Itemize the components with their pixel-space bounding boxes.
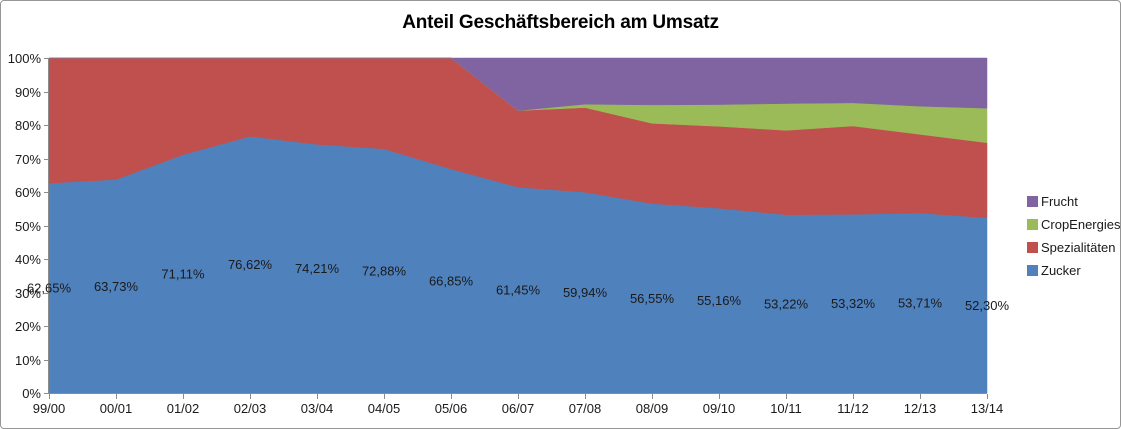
legend-label: CropEnergies: [1041, 217, 1121, 232]
legend-label: Frucht: [1041, 194, 1078, 209]
y-axis-tick-label: 0%: [22, 386, 41, 401]
x-axis-category-label: 00/01: [100, 401, 133, 416]
data-label: 53,71%: [898, 296, 943, 311]
legend: Frucht CropEnergies Spezialitäten Zucker: [1027, 190, 1121, 282]
y-axis-tick-label: 70%: [15, 152, 41, 167]
legend-swatch-icon: [1027, 196, 1038, 207]
x-axis-category-label: 07/08: [569, 401, 602, 416]
data-label: 74,21%: [295, 261, 340, 276]
y-axis-tick-label: 10%: [15, 353, 41, 368]
x-axis-category-label: 11/12: [837, 401, 869, 416]
legend-item-zucker: Zucker: [1027, 259, 1120, 282]
y-axis-tick-label: 20%: [15, 319, 41, 334]
data-label: 62,65%: [27, 281, 72, 296]
data-label: 53,32%: [831, 296, 876, 311]
data-label: 76,62%: [228, 257, 273, 272]
legend-swatch-icon: [1027, 242, 1038, 253]
x-axis-category-label: 01/02: [167, 401, 200, 416]
x-axis-category-label: 08/09: [636, 401, 669, 416]
data-label: 63,73%: [94, 279, 139, 294]
y-axis-tick-label: 50%: [15, 219, 41, 234]
legend-item-spezialit-ten: Spezialitäten: [1027, 236, 1120, 259]
x-axis-category-label: 02/03: [234, 401, 267, 416]
y-axis-tick-label: 80%: [15, 118, 41, 133]
y-axis-tick-label: 40%: [15, 252, 41, 267]
x-axis-category-label: 10/11: [770, 401, 802, 416]
legend-label: Zucker: [1041, 263, 1081, 278]
data-label: 71,11%: [161, 266, 205, 281]
legend-item-frucht: Frucht: [1027, 190, 1120, 213]
y-axis-tick-label: 90%: [15, 85, 41, 100]
legend-swatch-icon: [1027, 265, 1038, 276]
x-axis-category-label: 99/00: [33, 401, 66, 416]
y-axis-tick-label: 60%: [15, 185, 41, 200]
data-label: 66,85%: [429, 274, 474, 289]
x-axis-category-label: 12/13: [904, 401, 937, 416]
data-label: 61,45%: [496, 283, 541, 298]
x-axis-category-label: 06/07: [502, 401, 535, 416]
data-label: 55,16%: [697, 293, 742, 308]
x-axis-category-label: 04/05: [368, 401, 401, 416]
x-axis-category-label: 13/14: [971, 401, 1004, 416]
x-axis-category-label: 05/06: [435, 401, 468, 416]
data-label: 72,88%: [362, 263, 407, 278]
x-axis-category-label: 09/10: [703, 401, 736, 416]
legend-swatch-icon: [1027, 219, 1038, 230]
area-series-frucht: [49, 57, 988, 111]
chart-title: Anteil Geschäftsbereich am Umsatz: [402, 12, 719, 33]
data-label: 52,30%: [965, 298, 1010, 313]
data-label: 59,94%: [563, 285, 608, 300]
data-label: 56,55%: [630, 291, 675, 306]
legend-item-cropenergies: CropEnergies: [1027, 213, 1121, 236]
legend-label: Spezialitäten: [1041, 240, 1116, 255]
x-axis-category-label: 03/04: [301, 401, 334, 416]
y-axis-tick-label: 30%: [15, 286, 41, 301]
data-label: 53,22%: [764, 296, 809, 311]
y-axis-tick-label: 100%: [8, 51, 42, 66]
